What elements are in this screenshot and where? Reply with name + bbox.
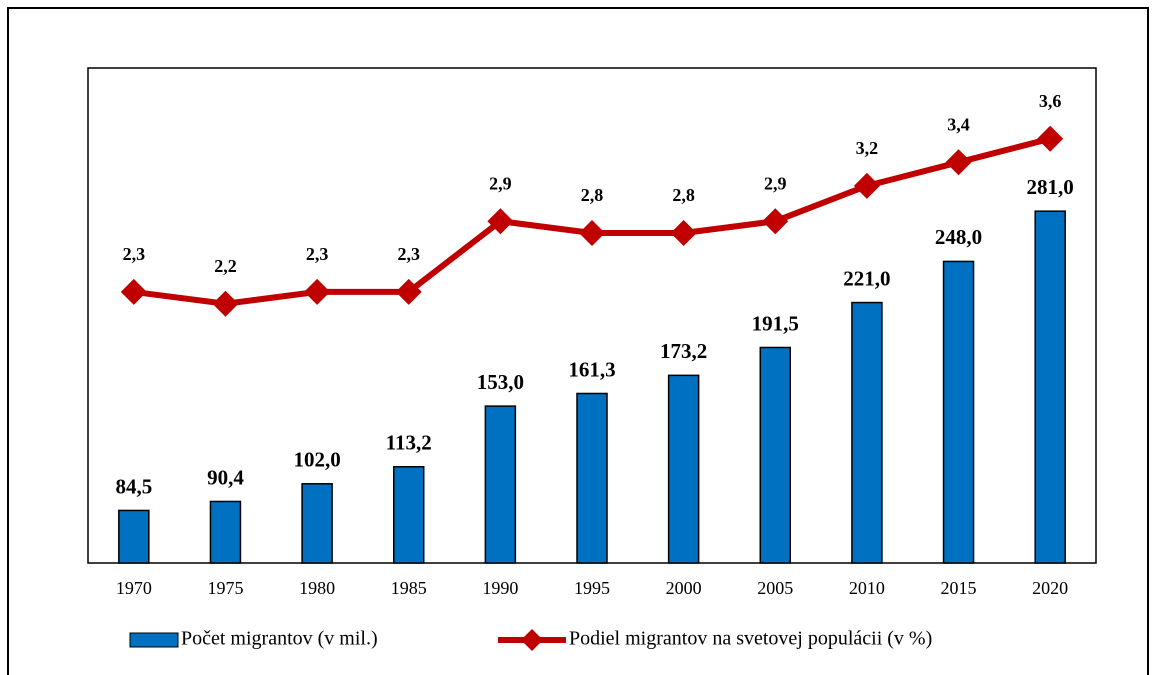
x-tick-label: 1970 xyxy=(116,578,152,598)
line-value-label: 3,2 xyxy=(856,138,879,158)
line-value-label: 2,9 xyxy=(764,173,787,193)
line-marker xyxy=(212,290,239,317)
bar xyxy=(942,260,975,564)
x-tick-label: 2010 xyxy=(849,578,885,598)
line-value-label: 2,9 xyxy=(489,173,512,193)
line-marker xyxy=(304,278,331,305)
x-tick-label: 2000 xyxy=(666,578,702,598)
line-marker xyxy=(853,172,880,199)
x-tick-label: 1980 xyxy=(299,578,335,598)
line-value-label: 2,8 xyxy=(672,185,695,205)
bar xyxy=(209,500,242,564)
line-marker xyxy=(1037,125,1064,152)
line-marker xyxy=(670,220,697,246)
bar-value-label: 90,4 xyxy=(207,465,244,489)
x-tick-label: 1995 xyxy=(574,578,610,598)
bar-value-label: 221,0 xyxy=(843,266,890,290)
bar-value-label: 153,0 xyxy=(477,370,524,394)
bar-value-label: 102,0 xyxy=(293,448,340,472)
x-tick-label: 1985 xyxy=(391,578,427,598)
line-marker xyxy=(487,208,514,235)
line-value-label: 2,8 xyxy=(581,185,604,205)
line-value-label: 2,3 xyxy=(306,244,329,264)
line-value-label: 2,2 xyxy=(214,256,237,276)
line-marker xyxy=(945,149,972,176)
bar-value-label: 84,5 xyxy=(115,474,152,498)
bar-value-label: 281,0 xyxy=(1027,175,1074,199)
legend-swatch-marker xyxy=(521,629,543,651)
bar xyxy=(118,509,150,564)
bar-value-label: 161,3 xyxy=(568,357,615,381)
x-tick-label: 1990 xyxy=(482,578,518,598)
bar xyxy=(392,465,425,564)
x-tick-label: 1975 xyxy=(207,578,243,598)
legend-swatch-bar xyxy=(129,632,179,648)
line-marker xyxy=(762,208,789,235)
bar-value-label: 173,2 xyxy=(660,339,707,363)
x-tick-label: 2015 xyxy=(941,578,977,598)
bar-value-label: 248,0 xyxy=(935,225,982,249)
bar-value-label: 191,5 xyxy=(752,311,799,335)
line-marker xyxy=(120,278,147,305)
x-tick-label: 2005 xyxy=(757,578,793,598)
bar xyxy=(851,301,883,564)
bar xyxy=(667,374,700,564)
bar xyxy=(759,346,792,564)
bar-value-label: 113,2 xyxy=(386,431,432,455)
line-value-label: 3,4 xyxy=(947,114,970,134)
line-value-label: 3,6 xyxy=(1039,91,1062,111)
line-value-label: 2,3 xyxy=(397,244,420,264)
legend-label: Počet migrantov (v mil.) xyxy=(181,628,378,650)
bar xyxy=(484,405,517,564)
bar xyxy=(576,392,608,564)
line-marker xyxy=(579,220,605,246)
line-value-label: 2,3 xyxy=(123,244,146,264)
line-marker xyxy=(395,278,422,305)
x-tick-label: 2020 xyxy=(1032,578,1068,598)
bar xyxy=(301,483,333,564)
bar xyxy=(1034,210,1066,564)
legend-label: Podiel migrantov na svetovej populácii (… xyxy=(569,628,932,650)
